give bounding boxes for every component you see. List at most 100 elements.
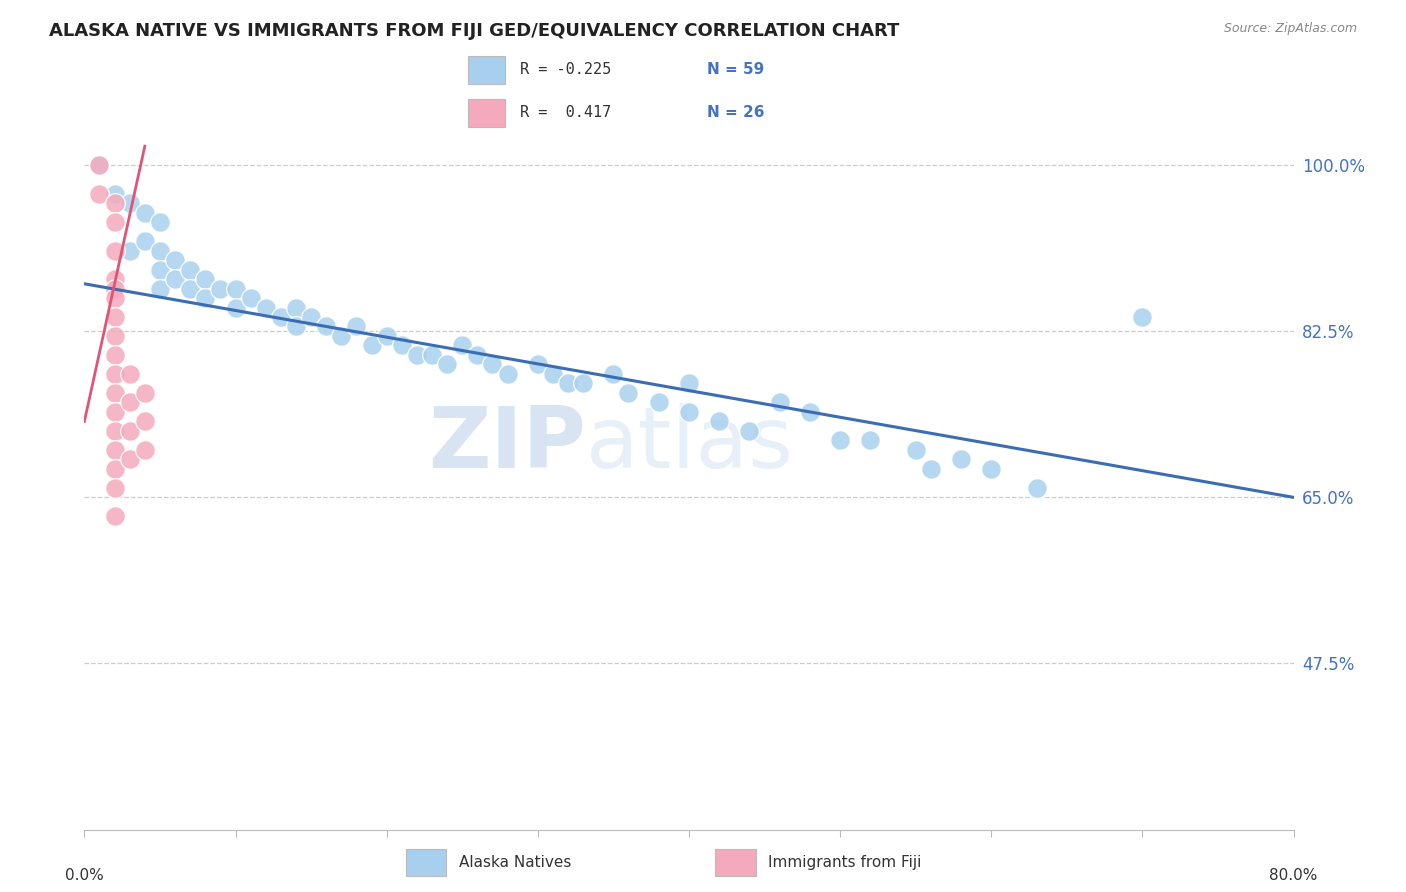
Point — [179, 262, 201, 277]
Point — [118, 424, 141, 438]
Point — [104, 348, 127, 362]
Point — [451, 338, 474, 352]
Point — [648, 395, 671, 409]
Point — [118, 244, 141, 258]
Point — [467, 348, 489, 362]
Point — [859, 434, 882, 448]
Point — [420, 348, 443, 362]
Text: ZIP: ZIP — [429, 403, 586, 486]
Point — [799, 405, 821, 419]
Text: Immigrants from Fiji: Immigrants from Fiji — [768, 855, 921, 870]
Point — [330, 329, 353, 343]
Point — [557, 376, 579, 391]
Text: 80.0%: 80.0% — [1270, 868, 1317, 882]
Text: N = 59: N = 59 — [707, 62, 763, 78]
Point — [104, 186, 127, 201]
Point — [104, 509, 127, 524]
Point — [104, 244, 127, 258]
FancyBboxPatch shape — [716, 849, 755, 876]
Point — [104, 329, 127, 343]
Point — [104, 196, 127, 211]
Text: atlas: atlas — [586, 403, 794, 486]
Point — [134, 234, 156, 248]
Point — [118, 395, 141, 409]
Point — [104, 424, 127, 438]
Point — [149, 262, 172, 277]
Point — [104, 442, 127, 457]
FancyBboxPatch shape — [468, 56, 505, 84]
Point — [149, 215, 172, 229]
Point — [225, 301, 247, 315]
Point — [149, 244, 172, 258]
Text: 0.0%: 0.0% — [65, 868, 104, 882]
FancyBboxPatch shape — [406, 849, 446, 876]
Point — [678, 405, 700, 419]
Point — [541, 367, 564, 381]
Point — [104, 481, 127, 495]
Point — [194, 272, 217, 286]
Point — [89, 158, 111, 172]
Text: R = -0.225: R = -0.225 — [520, 62, 612, 78]
Point — [1025, 481, 1047, 495]
Point — [149, 281, 172, 295]
Point — [496, 367, 519, 381]
Point — [920, 462, 942, 476]
Point — [285, 319, 308, 334]
Point — [904, 442, 927, 457]
Point — [481, 358, 503, 372]
Point — [89, 186, 111, 201]
Point — [134, 414, 156, 428]
Point — [436, 358, 458, 372]
Text: Alaska Natives: Alaska Natives — [458, 855, 571, 870]
Point — [285, 301, 308, 315]
Point — [104, 462, 127, 476]
Point — [165, 253, 187, 268]
Point — [104, 272, 127, 286]
Point — [315, 319, 337, 334]
Point — [254, 301, 277, 315]
Point — [738, 424, 761, 438]
Point — [134, 386, 156, 401]
Point — [104, 386, 127, 401]
Point — [118, 452, 141, 467]
Point — [104, 281, 127, 295]
Point — [118, 196, 141, 211]
Point — [572, 376, 595, 391]
Point — [134, 442, 156, 457]
Point — [299, 310, 322, 324]
Point — [950, 452, 973, 467]
Point — [104, 367, 127, 381]
Text: Source: ZipAtlas.com: Source: ZipAtlas.com — [1223, 22, 1357, 36]
Point — [375, 329, 398, 343]
Point — [769, 395, 792, 409]
Point — [118, 367, 141, 381]
Point — [104, 405, 127, 419]
Point — [104, 310, 127, 324]
Point — [980, 462, 1002, 476]
Point — [89, 158, 111, 172]
Point — [1130, 310, 1153, 324]
Point — [346, 319, 368, 334]
Point — [709, 414, 731, 428]
Point — [391, 338, 413, 352]
Text: R =  0.417: R = 0.417 — [520, 105, 612, 120]
Point — [239, 291, 262, 305]
Point — [678, 376, 700, 391]
Point — [225, 281, 247, 295]
Point — [104, 291, 127, 305]
Point — [165, 272, 187, 286]
Point — [194, 291, 217, 305]
Point — [104, 215, 127, 229]
Point — [270, 310, 292, 324]
Text: N = 26: N = 26 — [707, 105, 763, 120]
Point — [360, 338, 382, 352]
Point — [209, 281, 232, 295]
Point — [602, 367, 624, 381]
Point — [617, 386, 640, 401]
Point — [134, 205, 156, 219]
Point — [406, 348, 429, 362]
Point — [179, 281, 201, 295]
Point — [527, 358, 550, 372]
Point — [830, 434, 852, 448]
Text: ALASKA NATIVE VS IMMIGRANTS FROM FIJI GED/EQUIVALENCY CORRELATION CHART: ALASKA NATIVE VS IMMIGRANTS FROM FIJI GE… — [49, 22, 900, 40]
